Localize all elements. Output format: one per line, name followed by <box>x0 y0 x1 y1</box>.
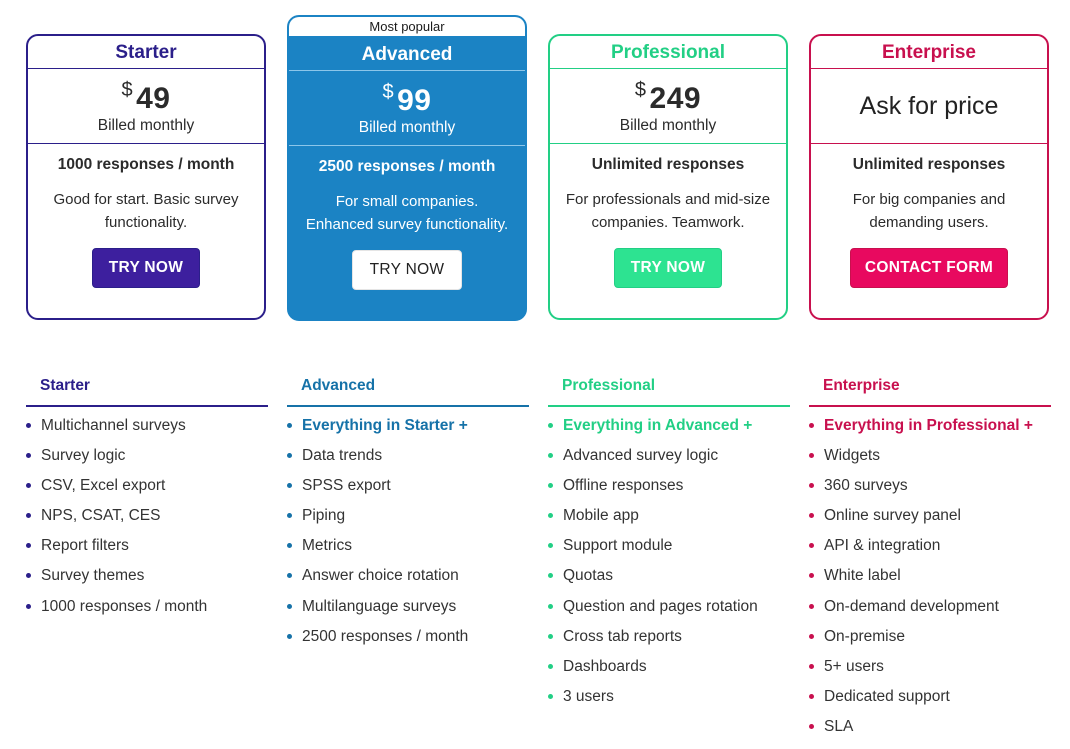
responses-limit: 2500 responses / month <box>318 158 496 175</box>
features-heading: Advanced <box>287 377 529 407</box>
price-value: 249 <box>649 82 702 115</box>
features-professional: Professional Everything in Advanced + Ad… <box>548 377 790 718</box>
description-line-1: For professionals and mid-size <box>565 191 771 208</box>
price-block: $49 Billed monthly <box>28 69 264 144</box>
feature-item: Cross tab reports <box>548 628 790 658</box>
plan-title: Advanced <box>289 38 525 71</box>
try-now-button[interactable]: TRY NOW <box>614 248 722 288</box>
currency-symbol: $ <box>634 79 647 101</box>
plan-description: For big companies and demanding users. <box>811 184 1047 242</box>
contact-form-button[interactable]: CONTACT FORM <box>850 248 1008 288</box>
feature-item: 360 surveys <box>809 477 1051 507</box>
plan-description: For small companies. Enhanced survey fun… <box>289 186 525 244</box>
feature-item: Metrics <box>287 537 529 567</box>
feature-item: Question and pages rotation <box>548 598 790 628</box>
feature-item: Quotas <box>548 567 790 597</box>
feature-item: Advanced survey logic <box>548 447 790 477</box>
feature-item: CSV, Excel export <box>26 477 268 507</box>
plan-title: Professional <box>550 36 786 69</box>
feature-list: Everything in Advanced + Advanced survey… <box>548 407 790 718</box>
feature-item: Everything in Starter + <box>287 417 529 447</box>
features-heading: Professional <box>548 377 790 407</box>
responses-limit: Unlimited responses <box>591 156 745 173</box>
price: $99 <box>289 71 525 117</box>
feature-item: Report filters <box>26 537 268 567</box>
feature-item: Offline responses <box>548 477 790 507</box>
features-heading: Starter <box>26 377 268 407</box>
feature-item: Dashboards <box>548 658 790 688</box>
feature-item: Data trends <box>287 447 529 477</box>
plan-title: Starter <box>28 36 264 69</box>
price-block: $249 Billed monthly <box>550 69 786 144</box>
ask-for-price: Ask for price <box>859 92 999 120</box>
responses-limit: 1000 responses / month <box>57 156 235 173</box>
feature-list: Multichannel surveys Survey logic CSV, E… <box>26 407 268 628</box>
description-line-2: functionality. <box>104 214 188 231</box>
feature-item: Dedicated support <box>809 688 1051 718</box>
plan-title: Enterprise <box>811 36 1047 69</box>
feature-item: Everything in Advanced + <box>548 417 790 447</box>
price-block: Ask for price <box>811 69 1047 144</box>
feature-item: 3 users <box>548 688 790 718</box>
feature-item: Everything in Professional + <box>809 417 1051 447</box>
feature-item: Mobile app <box>548 507 790 537</box>
plan-card-starter: Starter $49 Billed monthly 1000 response… <box>26 34 266 320</box>
feature-list: Everything in Starter + Data trends SPSS… <box>287 407 529 658</box>
plan-description: Good for start. Basic survey functionali… <box>28 184 264 242</box>
description-line-2: demanding users. <box>869 214 989 231</box>
features-starter: Starter Multichannel surveys Survey logi… <box>26 377 268 628</box>
plan-description: For professionals and mid-size companies… <box>550 184 786 242</box>
most-popular-badge: Most popular <box>289 17 525 38</box>
feature-item: Multichannel surveys <box>26 417 268 447</box>
price: $49 <box>28 69 264 115</box>
plan-card-professional: Professional $249 Billed monthly Unlimit… <box>548 34 788 320</box>
currency-symbol: $ <box>121 79 134 101</box>
feature-item: Survey logic <box>26 447 268 477</box>
try-now-button[interactable]: TRY NOW <box>92 248 200 288</box>
feature-item: 1000 responses / month <box>26 598 268 628</box>
feature-item: Support module <box>548 537 790 567</box>
plan-card-enterprise: Enterprise Ask for price Unlimited respo… <box>809 34 1049 320</box>
feature-item: SPSS export <box>287 477 529 507</box>
description-line-1: For big companies and <box>852 191 1006 208</box>
price-block: $99 Billed monthly <box>289 71 525 146</box>
billing-period: Billed monthly <box>358 119 456 136</box>
feature-item: Survey themes <box>26 567 268 597</box>
billing-period: Billed monthly <box>97 117 195 134</box>
feature-item: API & integration <box>809 537 1051 567</box>
description-line-1: For small companies. <box>335 193 479 210</box>
features-heading: Enterprise <box>809 377 1051 407</box>
price: $249 <box>550 69 786 115</box>
feature-item: Widgets <box>809 447 1051 477</box>
description-line-2: Enhanced survey functionality. <box>305 216 509 233</box>
feature-item: 2500 responses / month <box>287 628 529 658</box>
billing-period: Billed monthly <box>619 117 717 134</box>
feature-item: On-demand development <box>809 598 1051 628</box>
features-enterprise: Enterprise Everything in Professional + … <box>809 377 1051 748</box>
feature-item: White label <box>809 567 1051 597</box>
description-line-2: companies. Teamwork. <box>591 214 745 231</box>
feature-item: Piping <box>287 507 529 537</box>
features-advanced: Advanced Everything in Starter + Data tr… <box>287 377 529 658</box>
description-line-1: Good for start. Basic survey <box>53 191 239 208</box>
feature-item: Multilanguage surveys <box>287 598 529 628</box>
currency-symbol: $ <box>382 81 395 103</box>
feature-list: Everything in Professional + Widgets 360… <box>809 407 1051 748</box>
responses-limit: Unlimited responses <box>852 156 1006 173</box>
try-now-button[interactable]: TRY NOW <box>352 250 462 290</box>
plan-card-advanced: Most popular Advanced $99 Billed monthly… <box>287 15 527 321</box>
feature-item: Online survey panel <box>809 507 1051 537</box>
price-value: 99 <box>397 84 432 117</box>
feature-item: 5+ users <box>809 658 1051 688</box>
feature-item: On-premise <box>809 628 1051 658</box>
feature-item: Answer choice rotation <box>287 567 529 597</box>
price-value: 49 <box>136 82 171 115</box>
feature-item: SLA <box>809 718 1051 748</box>
feature-item: NPS, CSAT, CES <box>26 507 268 537</box>
